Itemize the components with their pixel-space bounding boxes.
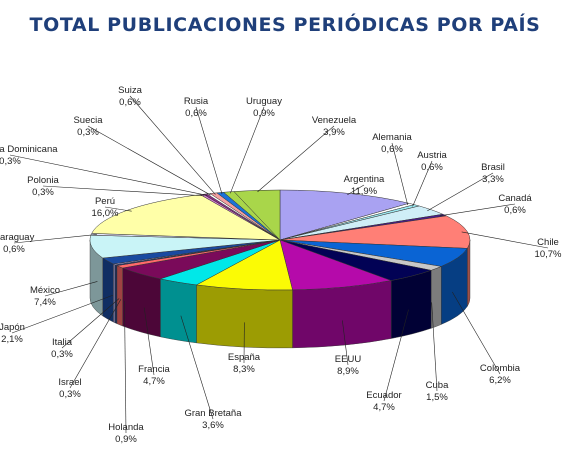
value-japon: 2,1% [1,334,23,345]
label-japon: Japón [0,322,25,333]
leader-israel [69,299,122,389]
label-brasil: Brasil [481,162,505,173]
leader-gran-bretana [180,315,214,420]
leader-francia [143,307,155,376]
label-polonia: Polonia [27,175,59,186]
label-republica-dominicana: Republica Dominicana [0,144,58,155]
label-uruguay: Uruguay [246,96,282,107]
leader-canada [439,203,516,217]
value-peru: 16,0% [92,208,119,219]
slice-side-francia [122,267,161,338]
label-francia: Francia [138,364,170,375]
value-suecia: 0,3% [77,127,99,138]
value-colombia: 6,2% [489,375,511,386]
chart-title: TOTAL PUBLICACIONES PERIÓDICAS POR PAÍS [29,14,541,36]
value-brasil: 3,3% [482,174,504,185]
leader-alemania [391,142,409,206]
value-paraguay: 0,6% [3,244,25,255]
value-italia: 0,3% [51,349,73,360]
pie-sides [89,239,471,349]
value-argentina: 11,9% [351,186,378,197]
label-canada: Canadá [498,193,532,204]
leader-austria [412,160,433,207]
leader-eeuu [342,320,349,366]
leader-peru [104,206,132,212]
leader-suiza [129,95,216,195]
label-alemania: Alemania [372,132,412,143]
leader-paraguay [13,234,97,244]
leader-polonia [42,185,205,197]
leader-suecia [87,125,211,196]
leader-chile [461,231,549,249]
value-republica-dominicana: 0,3% [0,156,21,167]
slice-side-ecuador [390,270,432,339]
value-canada: 0,6% [504,205,526,216]
slice-side-japon [102,257,114,323]
label-paraguay: Paraguay [0,232,35,243]
value-holanda: 0,9% [115,434,137,445]
slice-chile [279,215,471,249]
value-uruguay: 0,9% [253,108,275,119]
slice-side-chile [467,239,471,308]
leader-cuba [431,302,438,392]
value-rusia: 0,6% [185,108,207,119]
label-espana: España [228,352,261,363]
value-venezuela: 3,9% [323,127,345,138]
value-francia: 4,7% [143,376,165,387]
label-cuba: Cuba [426,380,449,391]
label-mexico: México [30,285,60,296]
label-israel: Israel [58,377,81,388]
leader-argentina [347,184,365,196]
leader-italia [61,298,120,349]
leader-colombia [452,291,501,375]
leader-holanda [124,300,127,434]
label-holanda: Holanda [108,422,144,433]
value-cuba: 1,5% [426,392,448,403]
label-argentina: Argentina [344,174,385,185]
slice-side-israel [114,264,118,324]
slice-side-gran-bretana [160,278,197,344]
leader-japon [11,294,113,334]
leader-venezuela [257,125,335,193]
label-rusia: Rusia [184,96,209,107]
label-suiza: Suiza [118,85,142,96]
label-venezuela: Venezuela [312,115,357,126]
slice-side-holanda [116,265,123,327]
value-eeuu: 8,9% [337,366,359,377]
slice-side-eeuu [292,280,392,349]
slice-espana [195,239,293,291]
value-gran-bretana: 3,6% [202,420,224,431]
slice-venezuela [233,189,281,241]
value-ecuador: 4,7% [373,402,395,413]
value-israel: 0,3% [59,389,81,400]
slice-eeuu [279,239,393,291]
leader-rusia [195,106,223,195]
label-gran-bretana: Gran Bretaña [184,408,242,419]
leader-ecuador [383,309,409,402]
label-colombia: Colombia [480,363,521,374]
value-polonia: 0,3% [32,187,54,198]
label-italia: Italia [52,337,73,348]
label-suecia: Suecia [73,115,103,126]
value-austria: 0,6% [421,162,443,173]
leader-republica-dominicana [9,154,208,196]
label-austria: Austria [417,150,447,161]
label-peru: Perú [95,196,115,207]
value-alemania: 0,6% [381,144,403,155]
slice-side-italia [113,263,116,324]
leader-brasil [427,172,494,212]
value-mexico: 7,4% [34,297,56,308]
value-espana: 8,3% [233,364,255,375]
value-suiza: 0,6% [119,97,141,108]
label-ecuador: Ecuador [366,390,401,401]
leader-mexico [44,281,98,297]
value-chile: 10,7% [535,249,562,260]
leader-uruguay [230,106,265,194]
label-eeuu: EEUU [335,354,362,365]
pie-top [89,189,471,291]
label-chile: Chile [537,237,559,248]
